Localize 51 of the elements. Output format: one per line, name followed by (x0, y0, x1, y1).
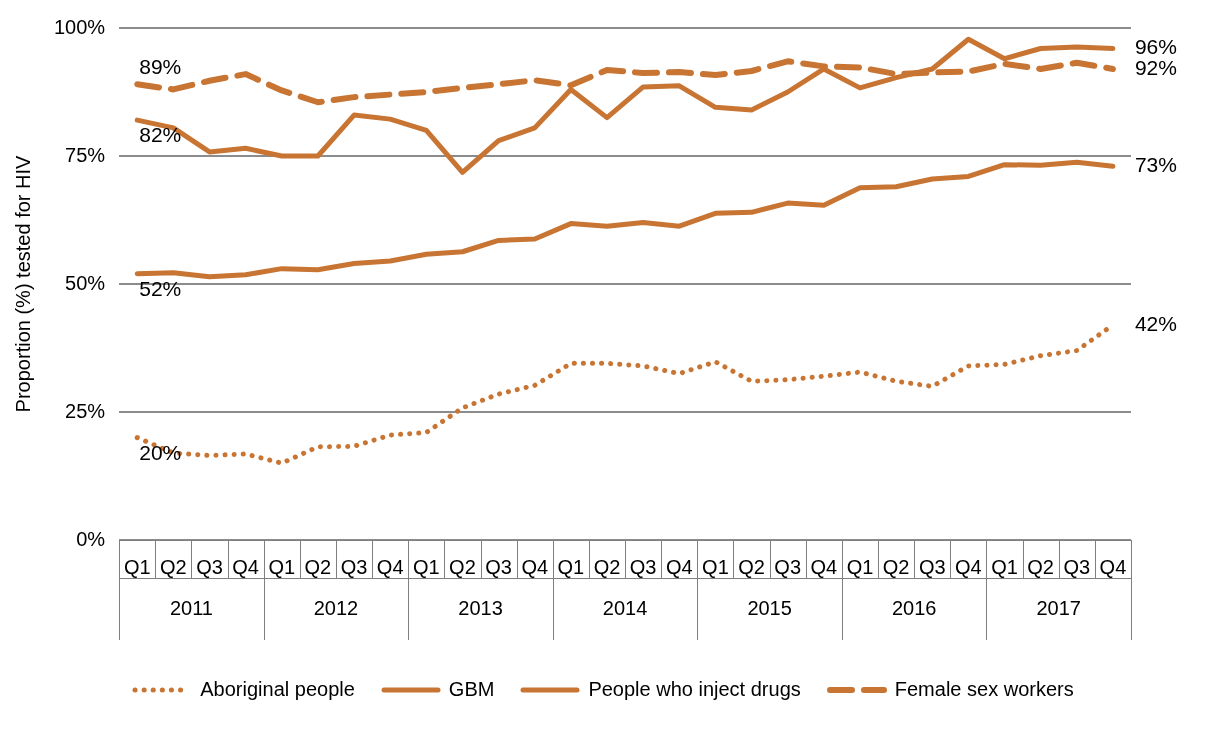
x-tick-label: Q2 (449, 555, 476, 578)
x-tick-label: Q2 (882, 555, 910, 578)
x-tick-label: Q3 (629, 555, 657, 578)
x-tick-label: Q2 (738, 555, 765, 578)
y-tick-label: 75% (65, 143, 106, 166)
x-tick-label: Q3 (196, 555, 223, 578)
x-tick-label: Q4 (810, 555, 838, 578)
y-tick-label: 50% (65, 271, 106, 294)
x-tick-label: Q1 (846, 555, 874, 578)
text: 2011 (169, 596, 213, 619)
legend-label: Female sex workers (894, 678, 1074, 701)
legend-label: People who inject drugs (588, 678, 801, 701)
x-tick-label: Q2 (160, 555, 187, 578)
y-tick-label: 25% (65, 399, 106, 422)
x-tick-label: Q3 (485, 555, 512, 578)
x-tick-label: Q1 (268, 555, 296, 578)
x-tick-label: Q3 (774, 555, 802, 578)
y-tick-label: 100% (54, 15, 106, 38)
x-tick-label: Q4 (376, 555, 404, 578)
data-label: 73% (1134, 153, 1177, 177)
data-label: 20% (139, 440, 182, 464)
y-tick-label: 0% (76, 527, 106, 550)
data-label: 42% (1134, 311, 1177, 335)
x-tick-label: Q2 (304, 555, 332, 578)
x-tick-label: Q1 (123, 555, 151, 578)
y-axis-title: Proportion (%) tested for HIV (11, 154, 34, 413)
x-tick-label: Q1 (557, 555, 585, 578)
x-tick-label: Q2 (593, 555, 621, 578)
text: 2016 (891, 596, 937, 619)
x-tick-label: Q1 (412, 555, 440, 578)
x-tick-label: Q1 (702, 555, 729, 578)
text: 2012 (313, 596, 359, 619)
text: 2014 (602, 596, 648, 619)
x-tick-label: Q4 (665, 555, 693, 578)
x-tick-label: Q1 (991, 555, 1018, 578)
text: 2015 (747, 596, 792, 619)
x-tick-label: Q4 (955, 555, 982, 578)
x-tick-label: Q3 (340, 555, 368, 578)
data-label: 89% (139, 54, 182, 78)
x-tick-label: Q3 (918, 555, 946, 578)
legend-label: GBM (448, 678, 495, 701)
legend-label: Aboriginal people (200, 678, 355, 701)
data-label: 82% (139, 123, 182, 147)
x-tick-label: Q4 (232, 555, 259, 578)
x-tick-label: Q3 (1063, 555, 1091, 578)
text: 2017 (1036, 596, 1081, 619)
x-tick-label: Q2 (1027, 555, 1054, 578)
data-label: 52% (139, 277, 182, 301)
x-tick-label: Q4 (521, 555, 549, 578)
x-tick-label: Q4 (1099, 555, 1127, 578)
text: 2013 (458, 596, 503, 619)
